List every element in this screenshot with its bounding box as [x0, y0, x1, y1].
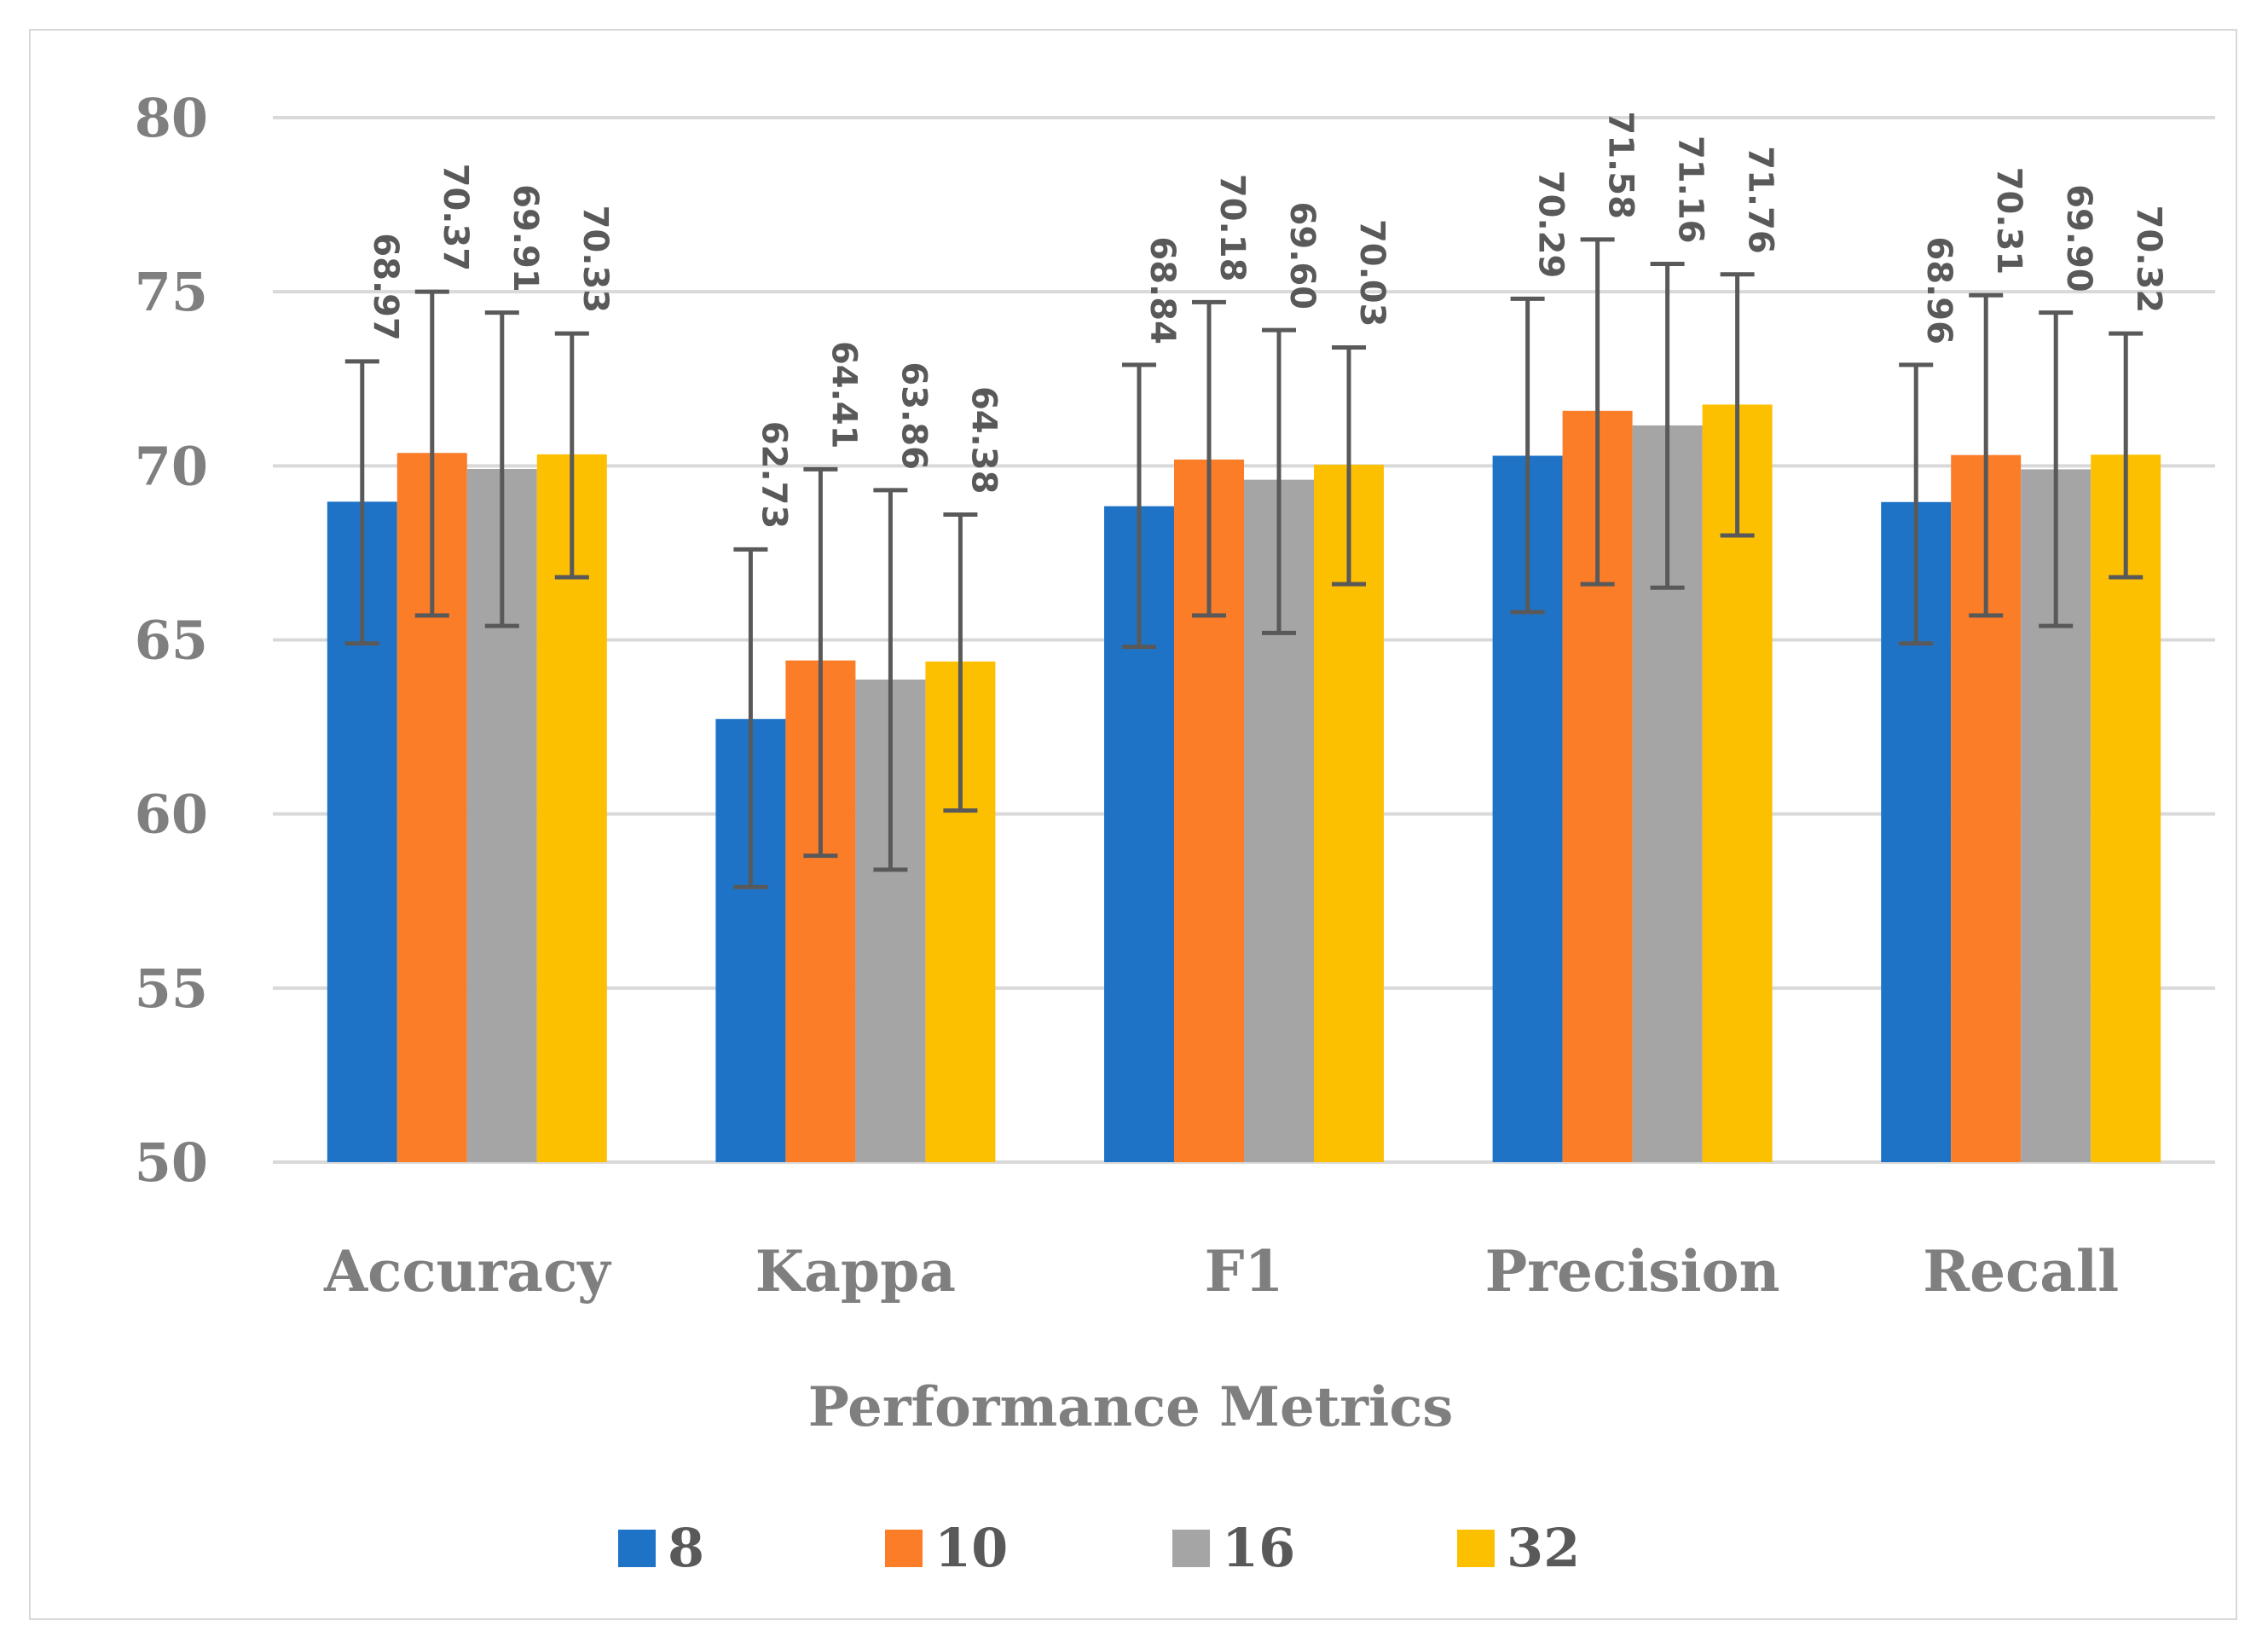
y-tick-label: 75	[135, 261, 208, 323]
error-bar-kappa-32	[943, 512, 978, 813]
error-bar-accuracy-16	[484, 310, 519, 628]
y-tick-label: 55	[135, 958, 208, 1020]
data-label-recall-8: 68.96	[1919, 236, 1958, 344]
legend-label: 16	[1222, 1517, 1295, 1579]
error-bar-f1-10	[1192, 299, 1226, 618]
legend-item-10: 10	[885, 1517, 1008, 1579]
y-tick-label: 50	[135, 1131, 208, 1194]
data-label-precision-8: 70.29	[1531, 171, 1571, 279]
error-bar-recall-8	[1899, 362, 1934, 646]
data-label-accuracy-16: 69.91	[506, 184, 545, 292]
data-labels: 68.97 70.37 69.91 70.33 62.73 64.41 63.86 64.38…	[366, 111, 2168, 529]
y-tick-label: 65	[135, 610, 208, 672]
data-label-kappa-8: 62.73	[754, 421, 793, 529]
x-axis-categories: Accuracy Kappa F1 Precision Recall	[323, 1238, 2119, 1305]
error-bar-accuracy-10	[414, 289, 449, 618]
legend-item-16: 16	[1172, 1517, 1295, 1579]
bars	[327, 404, 2161, 1163]
legend-label: 32	[1507, 1517, 1580, 1579]
data-label-f1-32: 70.03	[1352, 219, 1391, 327]
y-tick-label: 60	[135, 784, 208, 846]
data-label-kappa-10: 64.41	[824, 341, 863, 449]
data-label-recall-16: 69.90	[2059, 184, 2098, 292]
x-category-label: Precision	[1485, 1238, 1780, 1305]
legend-swatch	[1172, 1530, 1210, 1567]
legend-label: 10	[934, 1517, 1008, 1579]
error-bar-precision-10	[1580, 237, 1615, 587]
data-label-accuracy-10: 70.37	[436, 164, 475, 272]
error-bar-f1-32	[1332, 345, 1366, 587]
y-axis-ticks: 50 55 60 65 70 75 80	[135, 87, 208, 1194]
data-label-recall-10: 70.31	[1989, 167, 2028, 275]
y-tick-label: 80	[135, 87, 208, 149]
legend-label: 8	[668, 1517, 704, 1579]
legend: 8 10 16 32	[618, 1517, 1580, 1579]
data-label-precision-16: 71.16	[1671, 136, 1710, 244]
y-tick-label: 70	[135, 435, 208, 497]
error-bar-accuracy-8	[344, 359, 379, 646]
x-category-label: F1	[1205, 1238, 1284, 1305]
data-label-f1-8: 68.84	[1143, 236, 1182, 344]
error-bar-recall-10	[1969, 292, 2004, 618]
data-label-kappa-32: 64.38	[963, 386, 1003, 495]
error-bar-kappa-8	[733, 547, 768, 889]
error-bar-kappa-16	[873, 488, 908, 872]
error-bar-f1-16	[1262, 327, 1296, 635]
legend-item-32: 32	[1457, 1517, 1580, 1579]
data-label-precision-10: 71.58	[1601, 111, 1640, 219]
error-bar-precision-32	[1720, 272, 1755, 538]
error-bar-accuracy-32	[554, 331, 589, 580]
legend-swatch	[885, 1530, 923, 1567]
error-bar-recall-32	[2109, 331, 2144, 580]
x-category-label: Accuracy	[323, 1238, 611, 1305]
error-bars	[344, 237, 2144, 889]
error-bar-f1-8	[1122, 362, 1156, 650]
x-category-label: Recall	[1923, 1238, 2119, 1305]
data-label-kappa-16: 63.86	[894, 362, 933, 470]
data-label-accuracy-32: 70.33	[576, 205, 615, 314]
error-bar-recall-16	[2039, 310, 2074, 628]
data-label-accuracy-8: 68.97	[366, 233, 405, 341]
x-category-label: Kappa	[755, 1238, 956, 1305]
legend-item-8: 8	[618, 1517, 704, 1579]
x-axis-title: Performance Metrics	[808, 1375, 1454, 1439]
data-label-recall-32: 70.32	[2129, 205, 2168, 314]
bar-chart: 50 55 60 65 70 75 80 68.97 70.37 69.91 70.33 62.73…	[135, 87, 2215, 1579]
error-bar-kappa-10	[803, 466, 838, 859]
chart-frame: 50 55 60 65 70 75 80 68.97 70.37 69.91 70.33 62.73…	[29, 29, 2237, 1620]
data-label-precision-32: 71.76	[1741, 146, 1780, 254]
error-bar-precision-16	[1650, 262, 1685, 590]
data-label-f1-16: 69.60	[1282, 202, 1322, 310]
data-label-f1-10: 70.18	[1212, 174, 1252, 282]
legend-swatch	[618, 1530, 656, 1567]
error-bar-precision-8	[1510, 296, 1545, 615]
legend-swatch	[1457, 1530, 1495, 1567]
